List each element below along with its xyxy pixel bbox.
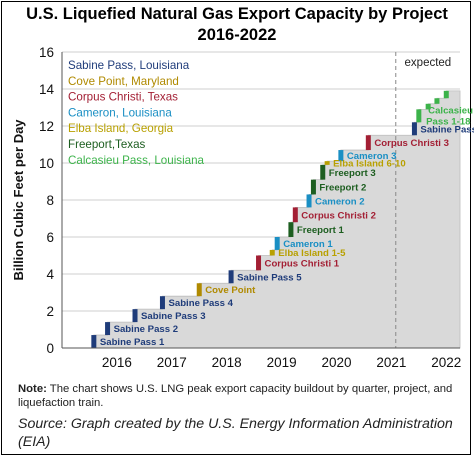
step-label: Freeport 1	[297, 225, 345, 236]
legend-entry: Corpus Christi, Texas	[68, 91, 178, 104]
step-marker	[159, 296, 165, 310]
step-marker	[196, 283, 202, 297]
x-tick-label: 2017	[157, 355, 187, 370]
legend-entry: Freeport,Texas	[68, 138, 146, 151]
step-marker	[91, 335, 97, 348]
chart-note: Note: The chart shows U.S. LNG peak expo…	[18, 382, 468, 410]
step-marker	[306, 194, 312, 208]
legend-entry: Cameron, Louisiana	[68, 106, 172, 119]
step-marker	[338, 150, 344, 162]
x-tick-label: 2021	[376, 355, 406, 370]
step-label: Cameron 3	[347, 151, 397, 162]
step-label: Cameron 2	[315, 196, 365, 207]
step-label: Sabine Pass 4	[168, 298, 233, 309]
step-marker	[256, 255, 262, 271]
step-label: Freeport 3	[329, 168, 376, 179]
y-tick-label: 4	[46, 267, 54, 282]
chart-title: U.S. Liquefied Natural Gas Export Capaci…	[0, 4, 474, 46]
step-label: Elba Island 1-5	[278, 248, 346, 259]
legend-entry: Cove Point, Maryland	[68, 75, 179, 88]
step-label: Sabine Pass 5	[237, 272, 302, 283]
step-marker	[365, 135, 371, 151]
step-label: Calcasieu Pass 1-18	[426, 105, 473, 127]
y-tick-label: 6	[46, 230, 54, 245]
y-axis-title: Billion Cubic Feet per Day	[11, 119, 26, 281]
y-tick-label: 16	[39, 45, 54, 60]
y-tick-label: 2	[46, 304, 54, 319]
step-label: Corpus Christi 3	[374, 138, 449, 149]
legend-entry: Calcasieu Pass, Louisiana	[68, 154, 205, 167]
step-marker	[269, 249, 275, 256]
step-label: Corpus Christi 1	[265, 258, 340, 269]
title-line-1: U.S. Liquefied Natural Gas Export Capaci…	[26, 5, 448, 23]
x-tick-label: 2016	[102, 355, 132, 370]
step-label: Corpus Christi 2	[301, 210, 376, 221]
y-tick-label: 10	[39, 156, 54, 171]
expected-label: expected	[405, 57, 452, 69]
step-marker	[292, 207, 298, 223]
step-marker	[443, 90, 449, 99]
y-tick-label: 0	[46, 341, 54, 356]
title-line-2: 2016-2022	[197, 26, 277, 44]
legend-entry: Elba Island, Georgia	[68, 122, 174, 135]
step-label: Cove Point	[205, 285, 256, 296]
y-tick-label: 14	[39, 82, 55, 97]
step-label: Sabine Pass 6	[420, 124, 474, 135]
step-label: Elba Island 6-10	[333, 159, 406, 170]
step-label: Sabine Pass 1	[100, 337, 165, 348]
step-label-line: Calcasieu	[428, 105, 473, 116]
step-label-line: Pass 1-18	[426, 116, 471, 127]
step-marker	[425, 103, 431, 110]
step-marker	[320, 164, 326, 180]
chart-source: Source: Graph created by the U.S. Energy…	[18, 416, 453, 450]
note-text: The chart shows U.S. LNG peak export cap…	[18, 383, 453, 409]
x-tick-label: 2019	[267, 355, 297, 370]
legend-entry: Sabine Pass, Louisiana	[68, 59, 190, 72]
step-marker	[416, 109, 422, 123]
step-marker	[105, 322, 111, 336]
step-label: Sabine Pass 3	[141, 311, 206, 322]
note-label: Note:	[18, 383, 47, 395]
x-tick-label: 2018	[212, 355, 242, 370]
y-tick-label: 12	[39, 119, 54, 134]
step-marker	[434, 98, 440, 104]
step-marker	[288, 222, 294, 237]
step-label: Freeport 2	[319, 183, 366, 194]
step-marker	[274, 237, 280, 250]
step-marker	[310, 179, 316, 195]
step-marker	[411, 122, 417, 136]
step-marker	[324, 161, 330, 165]
step-marker	[228, 270, 234, 284]
step-label: Sabine Pass 2	[114, 324, 179, 335]
x-tick-label: 2020	[321, 355, 351, 370]
x-tick-label: 2022	[431, 355, 461, 370]
step-label: Cameron 1	[283, 239, 333, 250]
step-marker	[132, 309, 138, 323]
y-tick-label: 8	[46, 193, 54, 208]
